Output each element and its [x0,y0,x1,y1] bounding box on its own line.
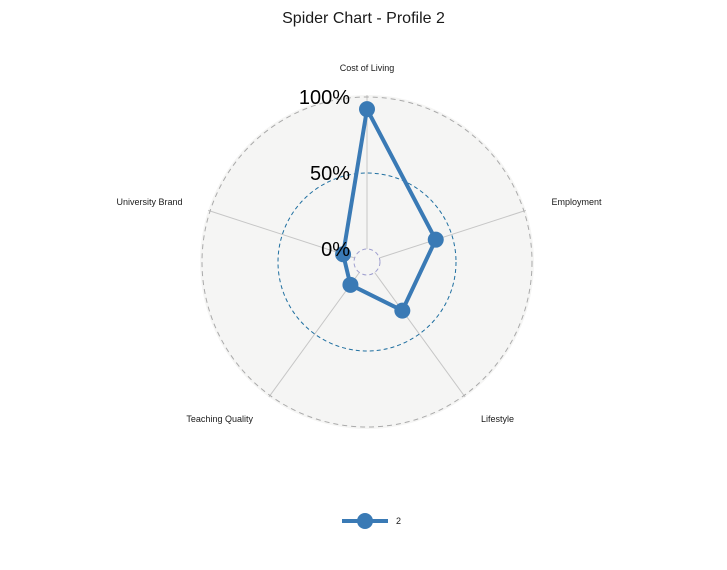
grid-labels: 0% 50% 100% [299,87,350,261]
grid-rings [201,96,533,428]
axis-label-2: Lifestyle [481,414,514,424]
spoke-4 [208,209,355,259]
grid-label-1: 50% [310,163,350,185]
axis-label-1: Employment [552,197,603,207]
grid-ring-2 [201,96,533,428]
axis-label-3: Teaching Quality [186,414,253,424]
grid-label-2: 100% [299,87,350,109]
data-point-0-4 [335,246,352,263]
grid-ring-1 [277,172,457,352]
legend: 2 [342,513,401,529]
data-point-0-2 [394,302,411,319]
data-point-0-0 [359,101,375,118]
chart-title: Spider Chart - Profile 2 [282,10,445,27]
plot-background [200,95,534,429]
series-layer [335,101,444,319]
spoke-2 [374,272,466,398]
series-line-0 [341,107,438,313]
spoke-3 [268,272,360,398]
grid-label-0: 0% [321,239,350,261]
legend-label-0: 2 [396,516,401,526]
axis-label-0: Cost of Living [340,63,395,73]
data-point-0-1 [427,231,444,248]
spoke-1 [379,209,526,259]
grid-ring-0 [353,248,381,276]
axis-labels: Cost of Living Employment Lifestyle Teachin… [116,63,602,424]
data-point-0-3 [342,276,359,293]
axis-label-4: University Brand [116,197,182,207]
legend-marker-0 [357,513,373,529]
